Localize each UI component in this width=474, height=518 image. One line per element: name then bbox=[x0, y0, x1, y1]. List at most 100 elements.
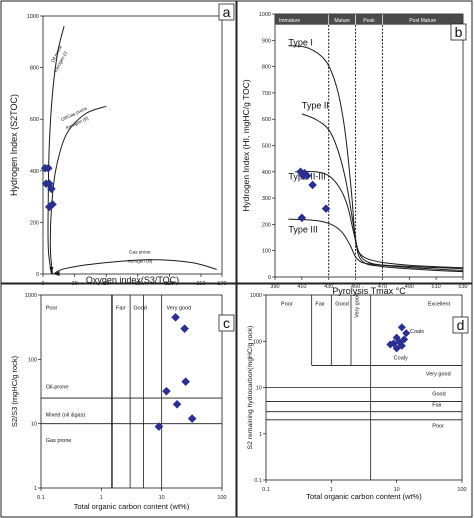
data-point bbox=[154, 422, 164, 431]
y-tick-label: 0 bbox=[268, 275, 271, 281]
curve-type-3 bbox=[295, 170, 464, 269]
x-tick-label: 170 bbox=[217, 281, 226, 287]
data-point bbox=[386, 340, 395, 349]
region-label: Coals bbox=[410, 329, 424, 335]
y-tick-label: 400 bbox=[30, 169, 39, 175]
y-tick-label: 800 bbox=[30, 66, 39, 72]
region-label: Gas prone bbox=[46, 438, 72, 444]
x-axis-label: Oxygen index(S3/TOC) bbox=[86, 275, 179, 285]
x-tick-label: 510 bbox=[432, 284, 441, 290]
maturity-zone-label: Mature bbox=[334, 18, 350, 24]
x-tick-label: 100 bbox=[217, 495, 226, 501]
x-tick-label: 10 bbox=[394, 487, 400, 493]
region-label: Poor bbox=[46, 305, 58, 311]
x-tick-label: 410 bbox=[297, 284, 306, 290]
curve-kerogen-3 bbox=[53, 259, 217, 275]
region-label: Good bbox=[335, 301, 348, 307]
y-axis-label: Hydrogen Index (S2TOC) bbox=[9, 94, 19, 196]
panel-label: c bbox=[223, 315, 230, 331]
data-point bbox=[180, 324, 189, 333]
x-tick-label: 0.1 bbox=[262, 487, 270, 493]
y-tick-label: 1 bbox=[34, 486, 37, 492]
y-tick-label: 100 bbox=[262, 249, 271, 255]
x-tick-label: 390 bbox=[270, 284, 279, 290]
x-tick-label: 470 bbox=[378, 284, 387, 290]
x-tick-label: 120 bbox=[165, 281, 174, 287]
y-tick-label: 400 bbox=[262, 170, 271, 176]
curve-type-2 bbox=[301, 113, 464, 271]
x-tick-label: 150 bbox=[196, 281, 205, 287]
x-tick-label: 1 bbox=[330, 487, 333, 493]
x-tick-label: 430 bbox=[324, 284, 333, 290]
panel-d: 0.1 1 10 100 0.1 1 10 100 1000 Total organic carb… bbox=[247, 293, 469, 501]
region-label: Good bbox=[133, 305, 146, 311]
y-tick-label: 600 bbox=[30, 117, 39, 123]
data-point bbox=[402, 329, 411, 338]
region-label: Good bbox=[432, 392, 445, 398]
y-tick-label: 0 bbox=[36, 272, 39, 278]
x-tick-label: 0 bbox=[41, 281, 44, 287]
y-tick-label: 600 bbox=[262, 117, 271, 123]
x-tick-label: 530 bbox=[458, 284, 467, 290]
panel-c-frame bbox=[0, 283, 237, 518]
y-tick-label: 300 bbox=[262, 196, 271, 202]
y-tick-label: 1000 bbox=[250, 293, 262, 299]
region-label: Poor bbox=[432, 424, 444, 430]
y-tick-label: 1000 bbox=[27, 14, 39, 20]
plot-area bbox=[42, 15, 223, 275]
data-point bbox=[187, 414, 197, 423]
curve-type-1 bbox=[288, 45, 464, 273]
data-point bbox=[397, 323, 406, 332]
y-tick-label: 1000 bbox=[259, 12, 271, 18]
region-label: Mixed (oil &gas) bbox=[46, 412, 86, 418]
x-tick-label: 1 bbox=[100, 495, 103, 501]
y-tick-label: 1 bbox=[259, 432, 262, 438]
maturity-zone-label: Peak bbox=[363, 18, 375, 24]
data-point bbox=[172, 400, 182, 409]
x-tick-label: 0.1 bbox=[37, 495, 45, 501]
curve-label: Kerogen (iii) bbox=[127, 259, 152, 264]
x-tick-label: 90 bbox=[135, 281, 141, 287]
y-tick-label: 1000 bbox=[25, 293, 37, 299]
maturity-zone-label: Post Mature bbox=[409, 18, 436, 24]
data-point bbox=[181, 377, 190, 386]
y-tick-label: 100 bbox=[28, 357, 37, 363]
data-point bbox=[45, 179, 54, 188]
curve-label: Type III bbox=[288, 224, 318, 234]
maturity-zone-label: Immature bbox=[279, 18, 300, 24]
region-label: Fair bbox=[116, 305, 126, 311]
curve-label: Gas prone bbox=[129, 249, 151, 254]
data-point bbox=[47, 184, 56, 194]
data-point bbox=[297, 213, 307, 223]
data-point bbox=[321, 204, 331, 213]
region-label: Very good bbox=[354, 293, 360, 318]
region-label: Excellent bbox=[428, 301, 451, 307]
region-label: Fair bbox=[315, 301, 325, 307]
data-point bbox=[45, 202, 54, 212]
x-axis-label: Total organic carbon content (wt%) bbox=[74, 502, 190, 511]
panel-d-frame bbox=[236, 283, 473, 518]
curve-kerogen-2 bbox=[49, 105, 107, 275]
arrow-head bbox=[49, 267, 54, 274]
region-label: Fair bbox=[432, 402, 442, 408]
y-axis-label: S2 remaining hydrocarbon(mgHC/g rock) bbox=[247, 326, 254, 450]
data-point bbox=[296, 167, 305, 177]
panel-label: b bbox=[455, 24, 463, 40]
panel-a-frame bbox=[0, 0, 237, 284]
x-axis-label: Total organic carbon content (wt%) bbox=[306, 492, 422, 501]
curve-kerogen-1 bbox=[47, 26, 65, 275]
data-point bbox=[302, 171, 312, 181]
x-tick-label: 30 bbox=[72, 281, 78, 287]
panel-a: 0 30 60 90 120 150 170 0 200 400 600 800 1000 Oxygen … bbox=[9, 3, 235, 287]
data-point bbox=[48, 200, 57, 209]
data-point bbox=[171, 313, 180, 322]
y-tick-label: 10 bbox=[31, 422, 37, 428]
curve-label: Type I bbox=[288, 38, 313, 48]
data-point bbox=[392, 344, 401, 353]
data-point bbox=[43, 163, 53, 173]
y-tick-label: 10 bbox=[256, 386, 262, 392]
data-point bbox=[308, 180, 317, 190]
arrow-head bbox=[53, 271, 60, 276]
x-tick-label: 10 bbox=[159, 495, 165, 501]
